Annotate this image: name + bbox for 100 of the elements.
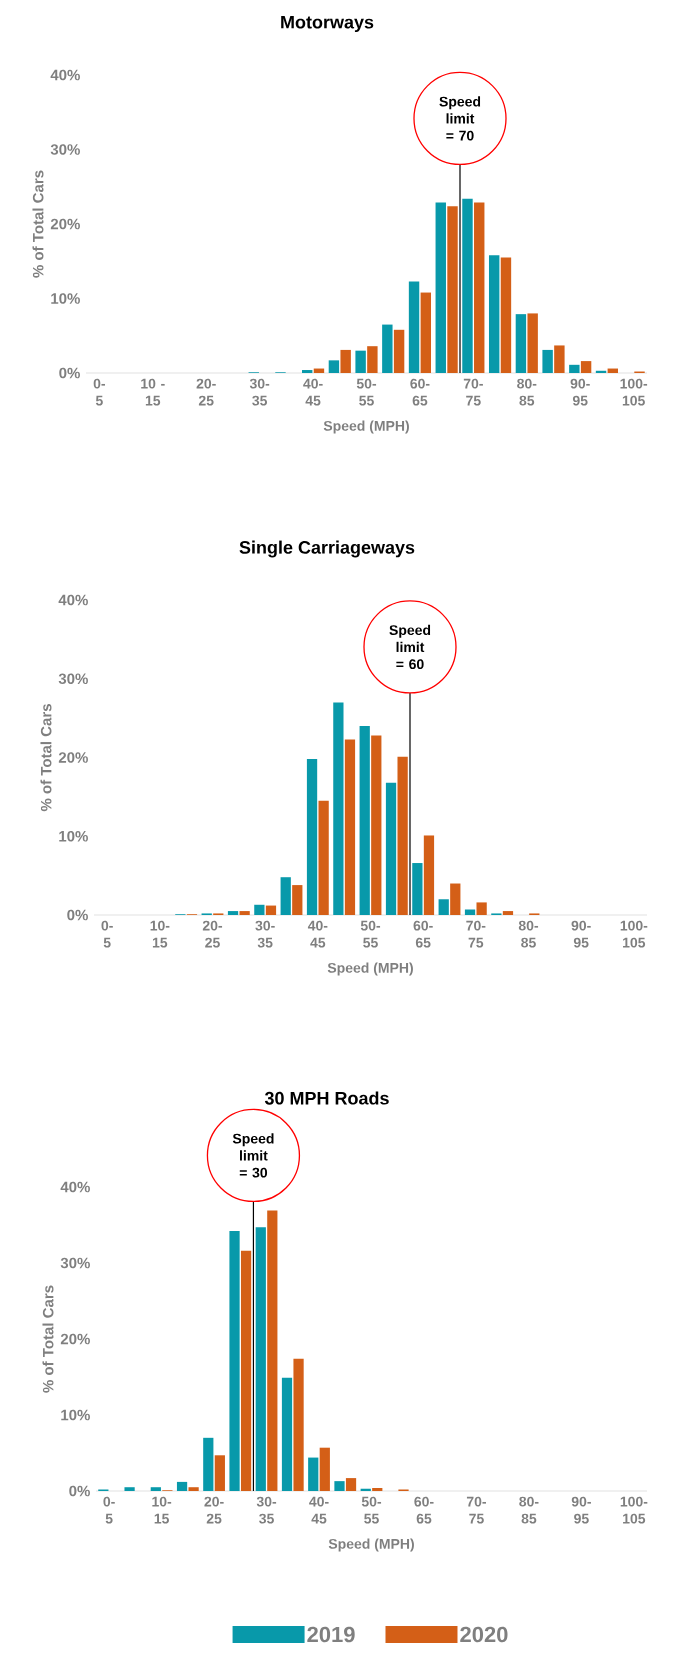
bar: [344, 739, 356, 916]
bar: [465, 909, 476, 916]
x-tick-label: 0-5: [103, 1496, 115, 1524]
bar: [229, 1231, 240, 1492]
bar: [569, 364, 580, 374]
bar: [515, 314, 527, 374]
x-tick-label: 70-75: [463, 378, 484, 406]
bar: [371, 735, 382, 916]
legend-label: 2020: [460, 1626, 508, 1643]
bar: [359, 726, 370, 916]
bar: [420, 292, 432, 374]
x-tick-label: 50-55: [356, 378, 377, 406]
x-tick-label: 50-55: [360, 920, 381, 948]
bar: [447, 206, 458, 374]
x-tick-label: 20-25: [202, 920, 223, 948]
x-tick-label: 10-15: [150, 920, 170, 948]
bar: [188, 1487, 199, 1492]
bar: [386, 782, 397, 916]
bar: [502, 911, 514, 916]
x-tick-label: 30-35: [256, 1496, 277, 1524]
x-tick-label: 90-95: [571, 1496, 592, 1524]
x-tick-label: 100-105: [620, 920, 648, 948]
x-tick-label: 70-75: [466, 920, 486, 948]
bar: [280, 877, 291, 916]
bar: [228, 911, 239, 916]
y-tick-label: 10%: [51, 293, 81, 304]
y-tick-label: 10%: [61, 1409, 91, 1421]
x-tick-label: 10-15: [152, 1496, 172, 1524]
x-tick-label: 100-105: [620, 1496, 648, 1524]
y-axis-title: % of Total Cars: [32, 170, 44, 278]
x-tick-label: 80-85: [517, 378, 537, 406]
bar: [328, 360, 340, 374]
bar: [241, 1250, 252, 1492]
x-tick-label: 50-55: [361, 1496, 382, 1524]
y-tick-label: 30%: [60, 1257, 91, 1269]
x-tick-label: 30-35: [249, 378, 270, 406]
bar: [340, 349, 351, 374]
bar: [333, 702, 344, 916]
bar: [382, 324, 393, 374]
bar: [393, 329, 405, 374]
bar: [489, 255, 500, 374]
bar: [124, 1487, 135, 1492]
bar: [150, 1487, 162, 1492]
x-tick-label: 30-35: [255, 920, 275, 948]
y-tick-label: 0%: [59, 367, 81, 379]
chart-title: Single Carriageways: [239, 540, 415, 558]
bar: [203, 1437, 214, 1492]
x-tick-label: 10 - 15: [141, 378, 165, 406]
bar: [292, 885, 303, 916]
bar: [450, 883, 461, 916]
bar: [177, 1481, 188, 1492]
x-axis-title: Speed (MPH): [323, 420, 410, 434]
x-tick-label: 60-65: [413, 920, 433, 948]
x-tick-label: 20-25: [196, 378, 216, 406]
bar: [476, 902, 487, 916]
x-tick-label: 90-95: [570, 378, 590, 406]
x-tick-label: 0-5: [101, 920, 113, 948]
bar: [474, 202, 485, 374]
y-tick-label: 0%: [69, 1485, 91, 1497]
x-tick-label: 80-85: [518, 920, 539, 948]
bar: [397, 756, 408, 916]
x-tick-label: 40-45: [309, 1496, 329, 1524]
bar: [307, 759, 318, 916]
x-tick-label: 60-65: [410, 378, 430, 406]
bar: [281, 1377, 293, 1492]
x-tick-label: 60-65: [414, 1496, 434, 1524]
bar: [462, 198, 473, 374]
y-tick-label: 20%: [50, 218, 81, 230]
bar: [214, 1455, 226, 1492]
x-axis-title: Speed (MPH): [328, 1538, 415, 1552]
bar: [542, 349, 553, 374]
y-tick-label: 20%: [58, 752, 89, 763]
bar: [355, 350, 366, 374]
bar: [267, 1210, 278, 1492]
bar: [239, 911, 250, 916]
x-tick-label: 70-75: [467, 1496, 487, 1524]
bar: [423, 835, 435, 916]
bar: [408, 281, 420, 374]
y-axis-title: % of Total Cars: [42, 1285, 54, 1393]
bar: [318, 800, 329, 916]
bar: [265, 905, 277, 916]
y-tick-label: 0%: [67, 909, 89, 921]
bar: [435, 202, 447, 374]
bar: [255, 1227, 266, 1492]
bar: [334, 1481, 345, 1492]
bar: [302, 370, 313, 374]
bar: [554, 345, 565, 374]
x-axis-title: Speed (MPH): [327, 962, 414, 976]
bar: [500, 257, 512, 374]
x-tick-label: 100-105: [620, 378, 648, 406]
annotation: Speed limit = 70: [439, 96, 481, 141]
bar: [367, 346, 378, 374]
x-tick-label: 0-5: [93, 378, 106, 406]
bar: [527, 313, 538, 374]
text: Speed limit = 30: [232, 1133, 274, 1178]
bar: [254, 904, 265, 916]
y-tick-label: 40%: [50, 69, 81, 81]
y-tick-label: 30%: [58, 673, 89, 685]
bar: [293, 1358, 304, 1492]
bar: [438, 899, 449, 916]
